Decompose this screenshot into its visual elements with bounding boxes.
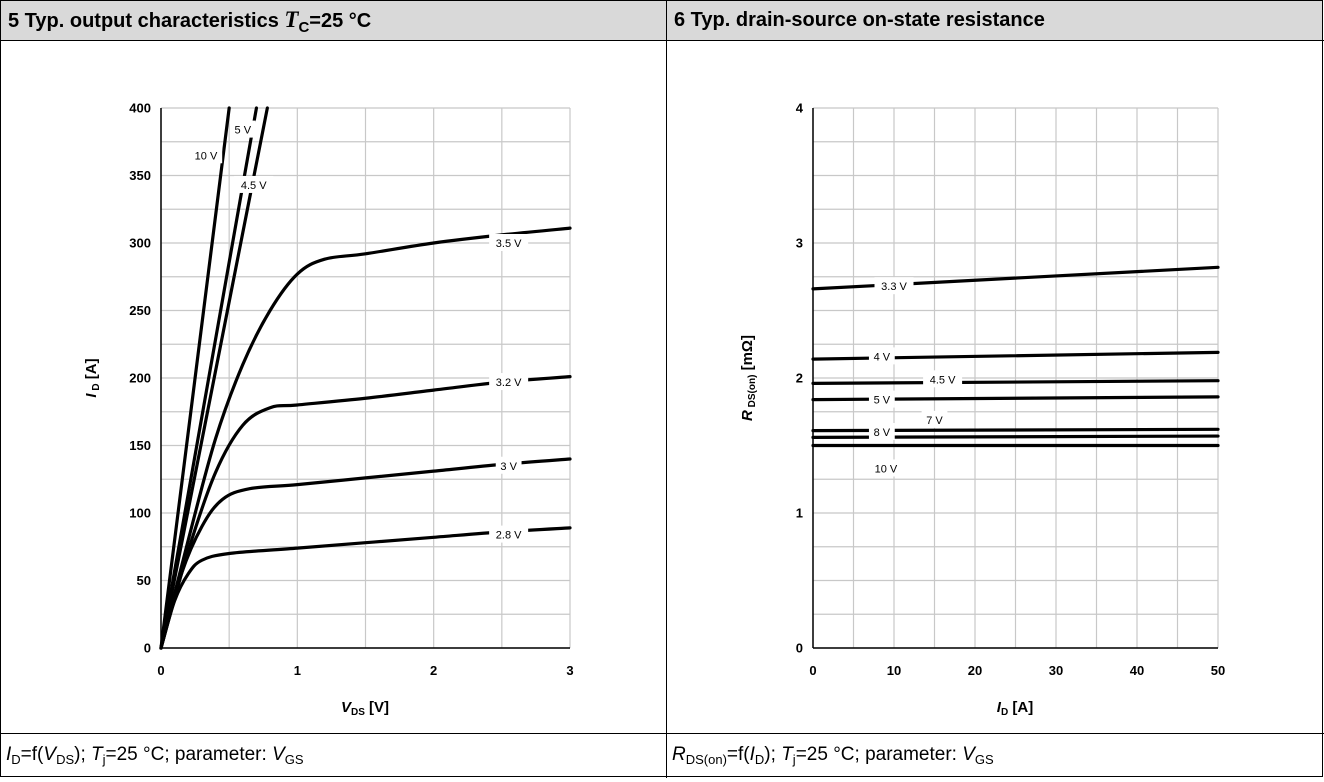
curve-label-bg — [489, 234, 529, 251]
y-tick-label: 200 — [129, 371, 151, 386]
curve-label-bg — [489, 373, 529, 391]
curve-label: 4.5 V — [241, 180, 267, 192]
lf-v-sub: DS — [56, 752, 75, 767]
x-tick-label: 10 — [887, 663, 901, 678]
y-tick-label: 1 — [796, 506, 803, 521]
curve-label: 3.2 V — [496, 377, 522, 389]
x-tick-label: 40 — [1130, 663, 1144, 678]
y-tick-label: 150 — [129, 438, 151, 453]
right-panel-footer: RDS(on)=f(ID); Tj=25 °C; parameter: VGS — [667, 733, 1323, 777]
y-tick-label: 0 — [796, 641, 803, 656]
curve-label: 4 V — [874, 351, 891, 363]
on-state-resistance-chart: 0 10 20 30 40 50 0 1 2 3 4 3.3 V 4 V 4.5 V 5 V 7 V 8 V 10… — [739, 101, 1225, 719]
y-tick-label: 3 — [796, 236, 803, 251]
curve-label: 2.8 V — [496, 530, 522, 542]
lf-vgs: V — [272, 744, 285, 765]
series-line — [159, 375, 572, 650]
x-tick-label: 0 — [157, 663, 164, 678]
lf-vgs-sub: GS — [284, 752, 304, 767]
curve-label: 3 V — [500, 461, 517, 473]
curve-label-bg — [874, 277, 914, 295]
curve-label-bg — [495, 456, 522, 474]
rf-tj-sub: j — [792, 752, 796, 767]
x-tick-label: 2 — [430, 663, 437, 678]
y-tick-label: 0 — [144, 641, 151, 656]
x-axis-title: ID [A] — [997, 699, 1033, 718]
x-tick-label: 30 — [1049, 663, 1063, 678]
y-tick-label: 4 — [796, 101, 804, 116]
series-line — [159, 226, 572, 650]
y-tick-label: 300 — [129, 236, 151, 251]
x-axis-title: VDS [V] — [341, 699, 389, 718]
curve-label-bg — [189, 146, 223, 164]
series-line — [159, 526, 572, 650]
curve-label: 10 V — [195, 150, 218, 162]
curve-label: 5 V — [235, 125, 252, 137]
series-line — [811, 379, 1220, 385]
rf-tj: T — [781, 744, 793, 765]
left-title-suffix: =25 °C — [309, 10, 372, 32]
curve-label: 5 V — [874, 395, 891, 407]
curve-label: 10 V — [875, 463, 898, 475]
x-tick-label: 3 — [566, 663, 573, 678]
right-panel-title: 6 Typ. drain-source on-state resistance — [667, 0, 1323, 40]
series-line — [159, 106, 259, 650]
curve-label: 3.5 V — [496, 238, 522, 250]
curve-label-bg — [868, 423, 895, 440]
y-tick-label: 400 — [129, 101, 151, 116]
lf-tj-sub: j — [102, 752, 106, 767]
x-tick-label: 50 — [1211, 663, 1225, 678]
curve-label-bg — [868, 347, 895, 365]
left-panel-title: 5 Typ. output characteristics TC=25 °C — [1, 0, 666, 40]
x-tick-label: 1 — [294, 663, 301, 678]
y-axis-title: I D [A] — [83, 358, 102, 397]
lf-v: V — [43, 744, 57, 765]
curve-label-bg — [921, 410, 948, 428]
left-title-t: T — [284, 7, 299, 32]
lf-eq: =f( — [20, 744, 44, 765]
x-tick-label: 0 — [809, 663, 816, 678]
y-tick-label: 350 — [129, 168, 151, 183]
output-characteristics-chart: 0 1 2 3 0 50 100 150 200 250 300 350 400 10 V 5 V 4.5 V… — [83, 101, 574, 719]
y-tick-label: 50 — [137, 573, 151, 588]
rf-i-sub: D — [754, 752, 765, 767]
x-tick-label: 20 — [968, 663, 982, 678]
left-panel-footer: ID=f(VDS); Tj=25 °C; parameter: VGS — [1, 733, 666, 777]
curve-label: 7 V — [926, 415, 943, 427]
curve-label-bg — [923, 370, 963, 388]
rf-r-sub: DS(on) — [685, 752, 727, 767]
rf-eq: =f( — [726, 744, 750, 765]
lf-rest: =25 °C; parameter: — [105, 744, 273, 765]
series-line — [159, 106, 231, 650]
curve-label: 3.3 V — [881, 281, 907, 293]
lf-mid: ); — [74, 744, 92, 765]
curve-label-bg — [868, 390, 895, 408]
curve-label-bg — [869, 459, 903, 477]
left-title-t-sub: C — [298, 19, 310, 36]
curve-label: 8 V — [874, 427, 891, 439]
rf-r: R — [672, 744, 686, 765]
rf-rest: =25 °C; parameter: — [795, 744, 963, 765]
rf-vgs-sub: GS — [974, 752, 994, 767]
lf-i: I — [6, 744, 12, 765]
curve-label: 4.5 V — [930, 374, 956, 386]
lf-tj: T — [91, 744, 103, 765]
rf-vgs: V — [962, 744, 975, 765]
y-tick-label: 2 — [796, 371, 803, 386]
y-tick-label: 100 — [129, 506, 151, 521]
series-line — [159, 106, 269, 650]
left-title-prefix: 5 Typ. output characteristics — [8, 10, 285, 32]
series-line — [159, 457, 572, 650]
y-tick-label: 250 — [129, 303, 151, 318]
curve-label-bg — [234, 175, 274, 193]
lf-i-sub: D — [11, 752, 21, 767]
rf-i: I — [749, 744, 755, 765]
curve-label-bg — [489, 525, 529, 543]
y-axis-title: R DS(on) [mΩ] — [739, 335, 758, 421]
rf-mid: ); — [764, 744, 782, 765]
curve-label-bg — [229, 120, 256, 138]
